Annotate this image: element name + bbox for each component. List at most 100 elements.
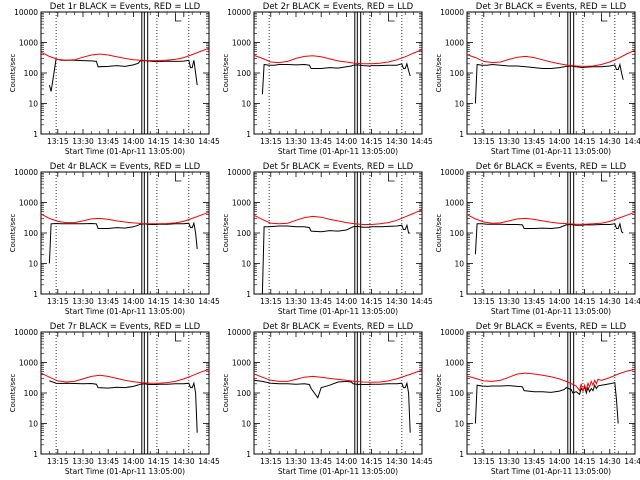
x-tick-label: 14:45 — [411, 137, 433, 146]
y-tick-label: 10000 — [440, 328, 464, 337]
y-axis-label: Counts/sec — [9, 214, 17, 253]
time-bracket-marker — [601, 14, 608, 22]
x-tick-label: 13:30 — [498, 137, 520, 146]
y-axis-label: Counts/sec — [222, 374, 230, 413]
x-tick-label: 14:30 — [386, 297, 408, 306]
chart-title: Det 9r BLACK = Events, RED = LLD — [476, 322, 627, 332]
y-tick-label: 1000 — [232, 39, 251, 48]
x-tick-label: 13:45 — [310, 457, 332, 466]
chart-title: Det 5r BLACK = Events, RED = LLD — [263, 162, 414, 172]
x-tick-label: 13:15 — [47, 457, 69, 466]
y-tick-label: 1 — [459, 450, 464, 459]
plot-frame — [466, 11, 636, 135]
x-tick-label: 13:45 — [523, 457, 545, 466]
x-axis-label: Start Time (01-Apr-11 13:05:00) — [278, 467, 398, 476]
x-tick-label: 13:45 — [97, 457, 119, 466]
x-tick-label: 14:00 — [123, 297, 145, 306]
y-tick-label: 1 — [246, 130, 251, 139]
y-tick-label: 10 — [28, 100, 38, 109]
y-axis-label: Counts/sec — [435, 214, 443, 253]
plot-frame — [40, 331, 210, 455]
x-tick-label: 14:15 — [148, 137, 170, 146]
y-tick-label: 1 — [459, 130, 464, 139]
series-events-line — [48, 58, 198, 92]
x-tick-label: 14:00 — [549, 297, 571, 306]
x-tick-label: 14:15 — [361, 457, 383, 466]
y-tick-label: 10 — [454, 260, 464, 269]
y-tick-label: 100 — [24, 229, 39, 238]
y-tick-label: 100 — [237, 389, 252, 398]
series-lld-line — [466, 368, 636, 392]
x-tick-label: 13:15 — [47, 137, 69, 146]
x-tick-label: 14:30 — [173, 137, 195, 146]
x-tick-label: 13:30 — [72, 137, 94, 146]
time-bracket-marker — [601, 334, 608, 342]
x-axis-label: Start Time (01-Apr-11 13:05:00) — [491, 147, 611, 156]
x-tick-label: 14:15 — [148, 457, 170, 466]
y-tick-label: 1000 — [232, 199, 251, 208]
series-events-line — [474, 62, 624, 104]
y-tick-label: 10000 — [14, 328, 38, 337]
series-lld-line — [253, 209, 423, 225]
x-tick-label: 13:45 — [97, 137, 119, 146]
x-tick-label: 14:00 — [336, 457, 358, 466]
x-tick-label: 13:30 — [72, 297, 94, 306]
x-tick-label: 14:30 — [386, 457, 408, 466]
series-lld-line — [40, 211, 210, 225]
y-tick-label: 10 — [241, 420, 251, 429]
y-tick-label: 10 — [28, 420, 38, 429]
x-tick-label: 14:45 — [411, 457, 433, 466]
series-lld-line — [466, 211, 636, 225]
y-tick-label: 100 — [450, 229, 465, 238]
x-tick-label: 14:30 — [386, 137, 408, 146]
y-tick-label: 10000 — [440, 168, 464, 177]
y-axis-label: Counts/sec — [9, 54, 17, 93]
y-tick-label: 100 — [237, 229, 252, 238]
y-tick-label: 1000 — [445, 199, 464, 208]
y-tick-label: 1000 — [19, 359, 38, 368]
x-tick-label: 14:15 — [574, 137, 596, 146]
y-tick-label: 10000 — [14, 8, 38, 17]
y-tick-label: 10 — [241, 100, 251, 109]
x-tick-label: 13:45 — [523, 297, 545, 306]
y-tick-label: 1000 — [445, 39, 464, 48]
chart-title: Det 1r BLACK = Events, RED = LLD — [50, 2, 201, 12]
y-tick-label: 1 — [246, 290, 251, 299]
plot-frame — [466, 331, 636, 455]
x-tick-label: 13:15 — [260, 297, 282, 306]
y-axis-label: Counts/sec — [9, 374, 17, 413]
x-tick-label: 14:15 — [574, 457, 596, 466]
y-tick-label: 1000 — [19, 39, 38, 48]
chart-panel-1: Det 1r BLACK = Events, RED = LLD 1 10 100 10… — [9, 2, 220, 156]
y-tick-label: 100 — [450, 69, 465, 78]
x-axis-label: Start Time (01-Apr-11 13:05:00) — [491, 467, 611, 476]
series-events-line — [253, 379, 411, 433]
x-tick-label: 14:00 — [336, 297, 358, 306]
x-tick-label: 13:15 — [260, 457, 282, 466]
series-events-line — [261, 62, 411, 95]
series-lld-line — [466, 49, 636, 67]
x-axis-label: Start Time (01-Apr-11 13:05:00) — [65, 307, 185, 316]
x-axis-label: Start Time (01-Apr-11 13:05:00) — [491, 307, 611, 316]
plot-frame — [253, 11, 423, 135]
y-tick-label: 1 — [33, 130, 38, 139]
x-tick-label: 13:45 — [97, 297, 119, 306]
chart-panel-3: Det 3r BLACK = Events, RED = LLD 1 10 100 10… — [435, 2, 640, 156]
x-tick-label: 14:15 — [574, 297, 596, 306]
plot-frame — [40, 171, 210, 295]
x-axis-label: Start Time (01-Apr-11 13:05:00) — [278, 307, 398, 316]
plot-frame — [253, 171, 423, 295]
x-tick-label: 14:45 — [624, 297, 640, 306]
time-bracket-marker — [388, 334, 395, 342]
chart-panel-4: Det 4r BLACK = Events, RED = LLD 1 10 100 10… — [9, 162, 220, 316]
x-tick-label: 14:00 — [123, 137, 145, 146]
x-tick-label: 14:00 — [549, 457, 571, 466]
series-lld-line — [253, 369, 423, 383]
chart-title: Det 2r BLACK = Events, RED = LLD — [263, 2, 414, 12]
x-tick-label: 14:45 — [198, 297, 220, 306]
x-tick-label: 14:45 — [411, 297, 433, 306]
y-tick-label: 1 — [459, 290, 464, 299]
y-tick-label: 10000 — [227, 168, 251, 177]
y-tick-label: 100 — [24, 389, 39, 398]
